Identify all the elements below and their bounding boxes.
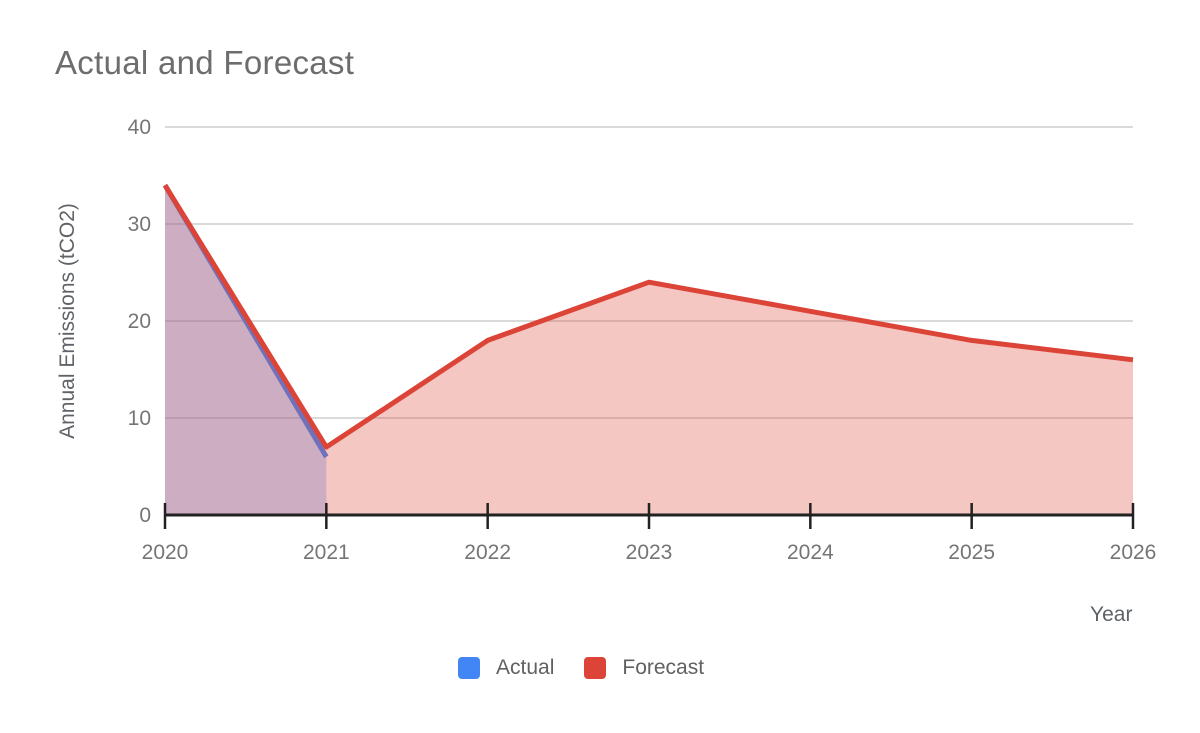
chart-legend: Actual Forecast (458, 656, 704, 680)
x-tick-label: 2022 (464, 541, 511, 564)
forecast-series-area (165, 185, 1133, 515)
x-tick-label: 2021 (303, 541, 350, 564)
x-tick-label: 2026 (1110, 541, 1157, 564)
x-tick-label: 2023 (626, 541, 673, 564)
y-tick-label: 20 (128, 310, 151, 333)
y-tick-label: 0 (139, 504, 151, 527)
legend-item-actual[interactable]: Actual (458, 656, 554, 680)
y-tick-label: 10 (128, 407, 151, 430)
x-tick-label: 2024 (787, 541, 834, 564)
forecast-series-line (162, 183, 1134, 450)
actual-series-area (165, 185, 327, 515)
y-tick-label: 30 (128, 213, 151, 236)
actual-series-swatch (458, 657, 480, 679)
legend-label-actual: Actual (496, 656, 555, 679)
x-tick-label: 2025 (948, 541, 995, 564)
legend-label-forecast: Forecast (622, 656, 705, 679)
forecast-series-swatch (584, 657, 607, 679)
chart-title: Actual and Forecast (55, 44, 355, 81)
y-axis-title: Annual Emissions (tCO2) (56, 203, 79, 439)
x-axis-title: Year (1090, 603, 1133, 626)
legend-item-forecast[interactable]: Forecast (584, 656, 704, 680)
x-tick-label: 2020 (142, 541, 189, 564)
y-tick-label: 40 (128, 116, 151, 139)
